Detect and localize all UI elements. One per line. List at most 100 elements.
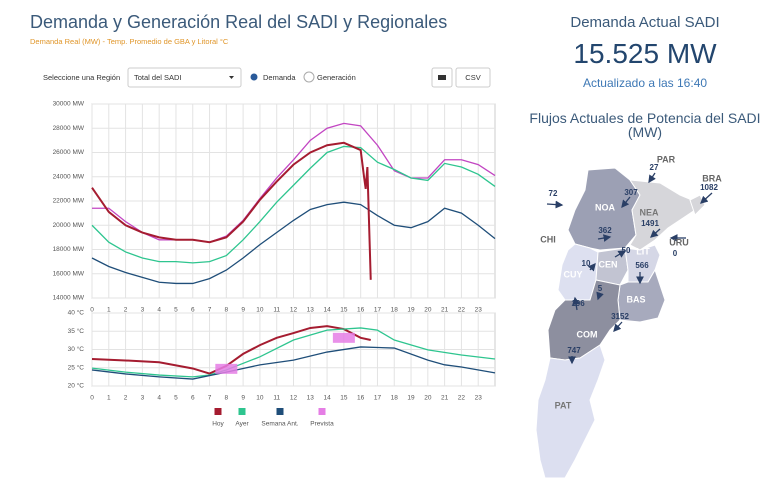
y-tick-label: 20000 MW: [53, 222, 85, 229]
series-point: [215, 363, 238, 374]
series-line: [91, 325, 371, 375]
select-caret: [229, 76, 234, 79]
x-tick-label: 10: [256, 307, 264, 314]
flow-arrows: [546, 172, 713, 365]
x-tick-label: 9: [241, 395, 245, 402]
flow-value: 10: [582, 259, 591, 268]
y-tick-label: 40 °C: [68, 309, 85, 317]
legend-swatch: [318, 408, 326, 415]
neighbor-label: PAR: [657, 154, 676, 164]
x-tick-label: 4: [157, 307, 161, 314]
series-line: [92, 122, 496, 243]
x-tick-label: 19: [407, 395, 415, 402]
x-tick-label: 14: [323, 395, 331, 402]
x-tick-label: 0: [90, 307, 94, 314]
x-tick-label: 4: [157, 395, 161, 402]
x-tick-label: 3: [141, 395, 145, 402]
region-label: COM: [577, 329, 598, 339]
x-tick-label: 5: [174, 307, 178, 314]
y-tick-label: 24000 MW: [53, 173, 85, 180]
x-tick-label: 17: [374, 307, 382, 314]
summary-updated: Actualizado a las 16:40: [582, 76, 708, 90]
summary-title: Demanda Actual SADI: [570, 14, 720, 31]
flow-value: 72: [549, 189, 558, 198]
flow-value: 1491: [641, 219, 659, 228]
x-tick-label: 16: [357, 395, 365, 402]
y-tick-label: 16000 MW: [53, 270, 85, 277]
flow-value: 3152: [611, 312, 629, 321]
region-label: BAS: [626, 294, 645, 304]
csv-label: CSV: [465, 73, 480, 82]
x-tick-label: 1: [107, 395, 111, 402]
legend-label: Prevista: [310, 421, 334, 428]
csv-button[interactable]: [455, 67, 491, 88]
flow-value: 307: [624, 188, 638, 197]
region-nea[interactable]: [628, 179, 696, 251]
region-label: NEA: [639, 207, 659, 217]
x-tick-label: 1: [107, 307, 111, 314]
y-tick-label: 18000 MW: [53, 246, 85, 253]
region-select[interactable]: [127, 67, 242, 88]
flow-value: 747: [567, 346, 581, 355]
flow-value: 50: [622, 246, 631, 255]
x-tick-label: 20: [424, 307, 432, 314]
x-tick-label: 8: [225, 395, 229, 402]
neighbor-label: BRA: [702, 173, 722, 183]
series-line: [91, 327, 496, 378]
radio-label: Demanda: [263, 73, 296, 82]
radio-demanda[interactable]: [250, 73, 258, 81]
x-tick-label: 11: [273, 307, 280, 314]
flow-value: 566: [635, 261, 649, 270]
x-tick-label: 14: [323, 307, 331, 314]
x-tick-label: 18: [391, 307, 399, 314]
legend-swatch: [276, 408, 284, 415]
legend-label: Hoy: [212, 421, 224, 428]
x-tick-label: 12: [290, 395, 298, 402]
region-label: PAT: [555, 400, 572, 410]
region-label: NOA: [595, 202, 616, 212]
x-tick-label: 13: [307, 307, 315, 314]
neighbor-label: CHI: [540, 234, 556, 244]
x-tick-label: 15: [340, 307, 348, 314]
flow-value: 5: [598, 284, 603, 293]
series-point: [332, 332, 355, 343]
x-tick-label: 9: [241, 307, 245, 314]
arrow: [596, 291, 604, 301]
x-tick-label: 12: [290, 307, 298, 314]
y-tick-label: 30000 MW: [53, 101, 85, 108]
title: Demanda y Generación Real del SADI y Reg…: [30, 12, 448, 32]
legend-swatch: [214, 408, 222, 415]
x-tick-label: 22: [458, 395, 466, 402]
flow-value: 0: [673, 249, 678, 258]
x-tick-label: 16: [357, 307, 365, 314]
region-label: LIT: [636, 246, 650, 256]
arrow: [700, 192, 713, 204]
region-label: CUY: [563, 269, 582, 279]
x-tick-label: 18: [391, 395, 399, 402]
arrow: [597, 234, 612, 242]
x-tick-label: 19: [407, 307, 415, 314]
print-icon: [438, 75, 446, 80]
radio-label: Generación: [317, 73, 356, 82]
x-tick-label: 6: [191, 395, 195, 402]
x-tick-label: 23: [475, 307, 483, 314]
x-tick-label: 8: [225, 307, 229, 314]
radio-generacion[interactable]: [303, 71, 315, 83]
y-tick-label: 14000 MW: [53, 295, 85, 302]
arrow: [614, 250, 627, 258]
legend-label: Ayer: [235, 421, 249, 428]
x-tick-label: 20: [424, 395, 432, 402]
region-label: Seleccione una Región: [43, 73, 120, 82]
arrow: [650, 228, 661, 238]
x-tick-label: 7: [208, 395, 212, 402]
x-tick-label: 17: [374, 395, 382, 402]
x-tick-label: 7: [208, 307, 212, 314]
x-tick-label: 6: [191, 307, 195, 314]
x-tick-label: 23: [475, 395, 483, 402]
region-pat[interactable]: [535, 344, 606, 479]
flows-title: Flujos Actuales de Potencia del SADI (MW…: [529, 110, 761, 140]
arrow: [613, 321, 623, 332]
summary-value: 15.525 MW: [573, 38, 717, 69]
x-tick-label: 2: [124, 395, 128, 402]
